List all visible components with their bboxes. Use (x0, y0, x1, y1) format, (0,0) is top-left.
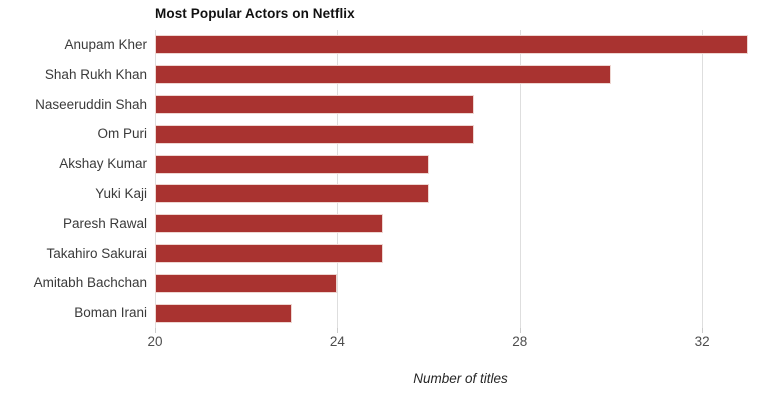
bar (155, 303, 292, 323)
category-label: Paresh Rawal (62, 215, 147, 231)
bar (155, 124, 475, 144)
x-tick-mark (519, 328, 521, 333)
bar (155, 244, 383, 263)
category-label: Yuki Kaji (95, 186, 147, 201)
category-label: Takahiro Sakurai (46, 245, 147, 261)
chart-title: Most Popular Actors on Netflix (155, 6, 355, 21)
category-label: Anupam Kher (64, 37, 147, 52)
x-tick-mark (155, 328, 156, 333)
category-label: Boman Irani (74, 305, 147, 321)
bar (155, 273, 338, 293)
bar (155, 35, 748, 55)
x-axis-title: Number of titles (413, 371, 508, 386)
bar (155, 95, 475, 114)
gridline (155, 30, 156, 328)
x-tick-label: 28 (512, 334, 528, 349)
x-tick-label: 24 (329, 334, 345, 349)
gridline (702, 30, 704, 328)
category-label: Om Puri (97, 126, 147, 142)
category-label: Amitabh Bachchan (33, 275, 147, 291)
bar (155, 184, 429, 204)
plot-area (155, 30, 766, 333)
x-tick-label: 32 (694, 334, 710, 349)
category-label: Akshay Kumar (59, 156, 147, 172)
gridline (337, 30, 339, 328)
bar (155, 154, 429, 174)
x-tick-label: 20 (147, 334, 163, 349)
category-label: Naseeruddin Shah (35, 96, 147, 112)
gridline (519, 30, 521, 328)
bar (155, 65, 611, 85)
category-label: Shah Rukh Khan (44, 66, 147, 82)
x-tick-mark (337, 328, 339, 333)
x-tick-mark (702, 328, 704, 333)
bar (155, 214, 383, 234)
